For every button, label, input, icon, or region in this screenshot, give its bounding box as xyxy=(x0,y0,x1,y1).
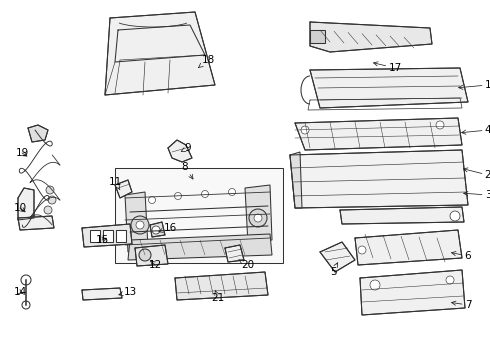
Circle shape xyxy=(21,275,31,285)
Circle shape xyxy=(46,186,54,194)
Circle shape xyxy=(152,226,160,234)
Polygon shape xyxy=(320,242,355,272)
Polygon shape xyxy=(245,185,272,244)
Text: 11: 11 xyxy=(108,177,122,190)
Text: 7: 7 xyxy=(452,300,471,310)
Circle shape xyxy=(48,196,56,204)
Text: 13: 13 xyxy=(119,287,137,297)
Polygon shape xyxy=(295,118,462,150)
Text: 3: 3 xyxy=(464,190,490,200)
Text: 8: 8 xyxy=(182,162,193,179)
Circle shape xyxy=(139,249,151,261)
Polygon shape xyxy=(82,224,132,247)
Text: 21: 21 xyxy=(211,290,224,303)
Polygon shape xyxy=(310,30,325,43)
Polygon shape xyxy=(360,270,465,315)
Polygon shape xyxy=(175,272,268,300)
Polygon shape xyxy=(340,207,464,224)
Polygon shape xyxy=(128,234,272,260)
Text: 15: 15 xyxy=(96,235,109,245)
Circle shape xyxy=(446,276,454,284)
Circle shape xyxy=(436,121,444,129)
Text: 20: 20 xyxy=(239,260,255,270)
Text: 4: 4 xyxy=(462,125,490,135)
Polygon shape xyxy=(150,222,165,237)
Polygon shape xyxy=(28,125,48,142)
Polygon shape xyxy=(116,230,126,242)
Circle shape xyxy=(174,193,181,199)
Polygon shape xyxy=(82,288,122,300)
Text: 16: 16 xyxy=(159,223,176,233)
Polygon shape xyxy=(103,230,113,242)
Text: 19: 19 xyxy=(15,148,28,158)
Polygon shape xyxy=(310,68,468,108)
Circle shape xyxy=(358,246,366,254)
Circle shape xyxy=(370,280,380,290)
Circle shape xyxy=(201,190,209,198)
Text: 17: 17 xyxy=(373,62,402,73)
Bar xyxy=(115,168,283,263)
Text: 2: 2 xyxy=(464,168,490,180)
Circle shape xyxy=(136,221,144,229)
Polygon shape xyxy=(168,140,192,162)
Text: 10: 10 xyxy=(13,203,26,213)
Circle shape xyxy=(450,211,460,221)
Circle shape xyxy=(228,189,236,195)
Circle shape xyxy=(254,214,262,222)
Circle shape xyxy=(131,216,149,234)
Polygon shape xyxy=(290,152,302,208)
Polygon shape xyxy=(18,188,34,220)
Polygon shape xyxy=(105,12,215,95)
Polygon shape xyxy=(310,22,432,52)
Text: 5: 5 xyxy=(330,263,338,277)
Circle shape xyxy=(301,126,309,134)
Polygon shape xyxy=(225,245,244,262)
Circle shape xyxy=(44,206,52,214)
Text: 14: 14 xyxy=(13,287,26,297)
Polygon shape xyxy=(290,150,468,208)
Text: 9: 9 xyxy=(181,143,191,153)
Polygon shape xyxy=(355,230,462,265)
Polygon shape xyxy=(18,216,54,230)
Circle shape xyxy=(22,301,30,309)
Text: 1: 1 xyxy=(459,80,490,90)
Text: 18: 18 xyxy=(198,55,215,68)
Text: 6: 6 xyxy=(452,251,471,261)
Polygon shape xyxy=(115,180,132,198)
Circle shape xyxy=(249,209,267,227)
Polygon shape xyxy=(90,230,100,242)
Text: 12: 12 xyxy=(148,260,162,270)
Polygon shape xyxy=(135,245,168,266)
Circle shape xyxy=(148,197,155,203)
Polygon shape xyxy=(125,192,148,252)
